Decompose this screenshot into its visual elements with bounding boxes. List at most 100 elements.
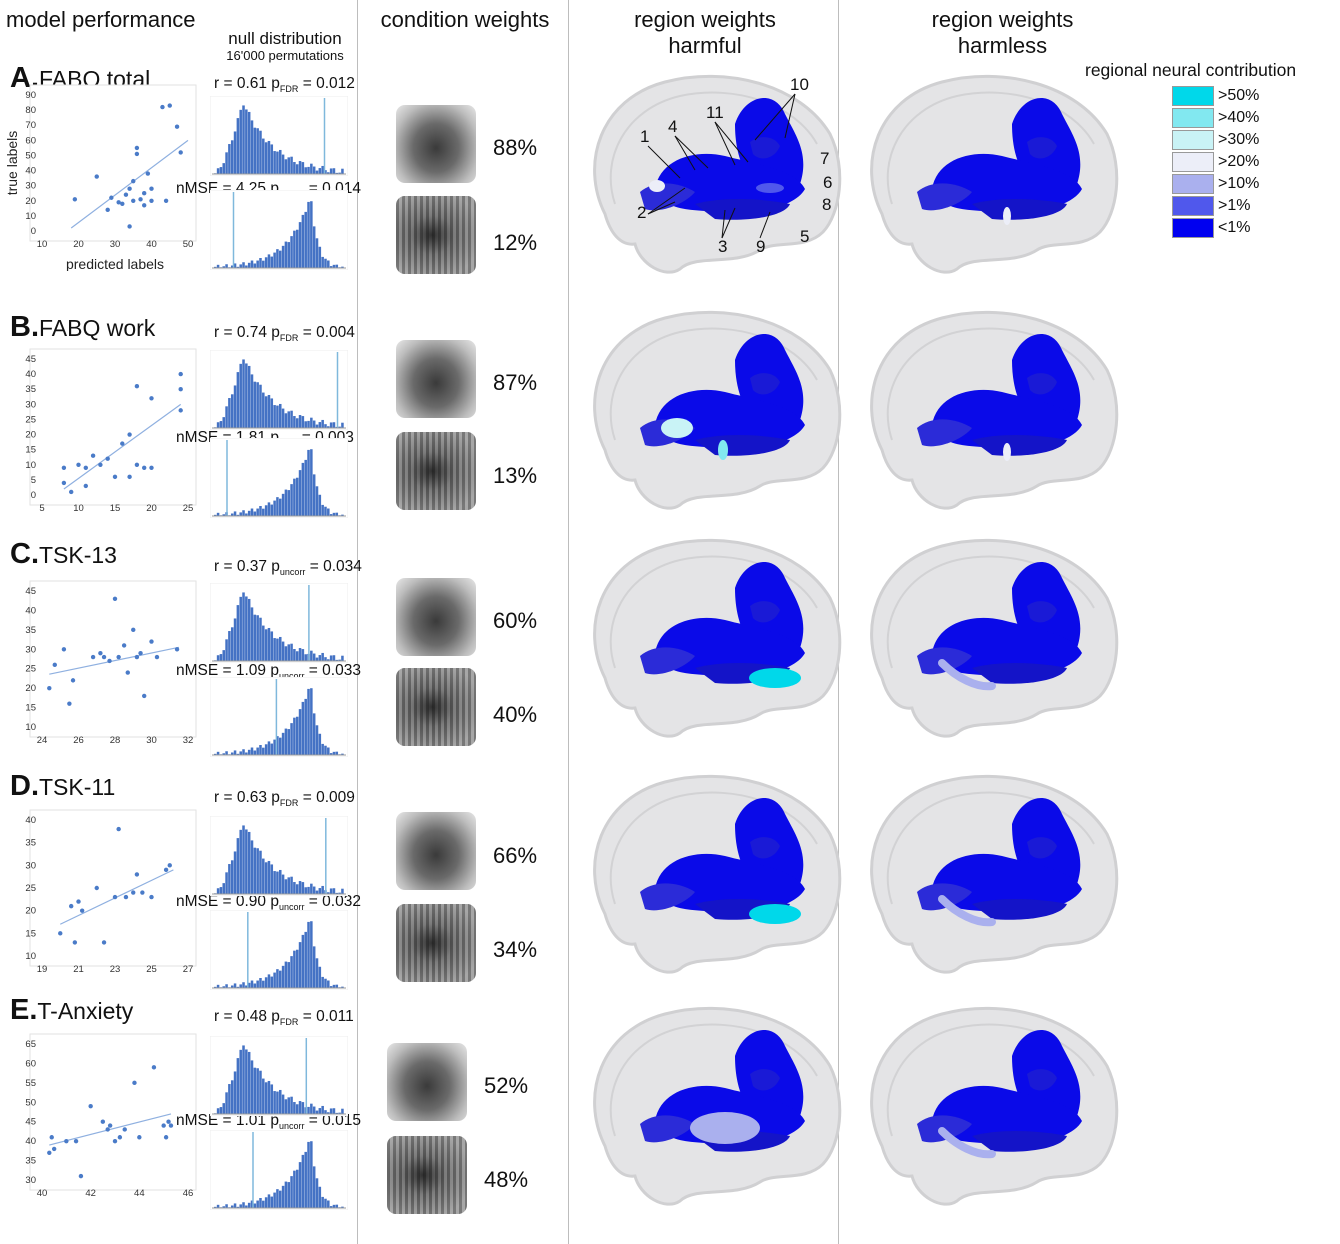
scatter-point (107, 1123, 113, 1128)
histogram-bar (279, 1190, 282, 1208)
annotation-leader (714, 121, 736, 166)
y-tick-label: 20 (25, 196, 36, 207)
histogram-bar (256, 382, 259, 428)
histogram-bar (293, 649, 296, 661)
histogram-bar (318, 655, 322, 661)
histogram-bar (276, 638, 279, 661)
histogram-bar (270, 1084, 274, 1114)
histogram-bar (293, 1102, 296, 1114)
histogram-bar (214, 753, 217, 755)
header-null-distribution: null distribution 16'000 permutations (212, 29, 358, 63)
histogram-bar (284, 413, 288, 428)
null-distribution-histogram (210, 1036, 348, 1116)
trend-line (63, 403, 182, 490)
histogram-bar (315, 424, 319, 428)
scatter-point (127, 474, 132, 480)
histogram-bar (329, 514, 333, 516)
harmless-photo-shade (396, 432, 476, 510)
legend-swatch (1172, 86, 1214, 106)
histogram-bar (239, 984, 242, 988)
y-tick-label: 40 (25, 815, 36, 826)
histogram-bar (301, 882, 305, 894)
scatter-point (88, 1103, 93, 1109)
legend-label: >1% (1218, 197, 1251, 214)
scatter-point (90, 453, 96, 458)
histogram-bar (259, 850, 262, 894)
histogram-bar (329, 168, 333, 174)
r-stat-subscript: FDR (279, 333, 299, 344)
r-statistic: r = 0.74 pFDR = 0.004 (214, 324, 355, 343)
histogram-bar (304, 698, 307, 755)
histogram-bar (262, 1078, 265, 1114)
region-number: 4 (668, 117, 677, 136)
histogram-bar (321, 256, 324, 268)
histogram-bar (233, 983, 237, 988)
histogram-bar (293, 230, 296, 268)
null-distribution-histogram (210, 677, 348, 757)
scatter-point (70, 678, 76, 683)
histogram-bar (295, 418, 299, 428)
nmse-statistic: nMSE = 1.09 puncorr = 0.033 (176, 662, 361, 681)
histogram-bar (239, 596, 242, 661)
nmse-statistic: nMSE = 0.90 puncorr = 0.032 (176, 893, 361, 912)
null-distribution-histogram (210, 816, 348, 896)
brain-contour (886, 1023, 1095, 1137)
brain-harmful (593, 538, 842, 738)
scatter-point (134, 151, 140, 157)
histogram-bar (301, 1154, 305, 1208)
region-highlight (938, 659, 996, 691)
y-tick-label: 30 (25, 399, 36, 410)
histogram-bar (341, 514, 344, 516)
scatter-point (120, 441, 125, 446)
r-stat-text: r = 0.37 p (214, 558, 280, 575)
x-tick-label: 40 (146, 239, 157, 250)
brain-contour (886, 327, 1095, 441)
histogram-bar (225, 1204, 228, 1208)
histogram-bar (318, 733, 322, 755)
annotation-leader (721, 209, 726, 239)
x-tick-label: 30 (146, 735, 157, 746)
histogram-bar (341, 986, 344, 988)
scatter-point (149, 396, 154, 401)
region-number: 6 (823, 173, 832, 192)
region-number: 7 (820, 149, 829, 168)
histogram-bar (273, 500, 276, 516)
r-stat-value: = 0.012 (298, 75, 355, 92)
histogram-bar (310, 417, 313, 428)
histogram-bar (318, 422, 322, 428)
header-region-harmless-line1: region weights (931, 7, 1074, 32)
histogram-bar (225, 984, 228, 988)
histogram-bar (287, 242, 291, 268)
legend-swatch (1172, 108, 1214, 128)
histogram-bar (216, 655, 220, 661)
histogram-bar (264, 396, 268, 428)
histogram-bar (324, 424, 327, 428)
scatter-point (123, 192, 129, 197)
legend-label: >10% (1218, 175, 1260, 192)
histogram-bar (216, 751, 220, 755)
histogram-bar (256, 508, 259, 516)
x-tick-label: 25 (183, 503, 194, 514)
harmful-weight: 88% (493, 135, 538, 160)
header-region-harmful-line1: region weights (634, 7, 776, 32)
scatter-point (117, 1135, 123, 1140)
brain-harmless (870, 1006, 1119, 1206)
histogram-bar (318, 888, 322, 894)
y-tick-label: 0 (31, 490, 36, 501)
x-axis-label: predicted labels (66, 256, 164, 271)
scatter-point (123, 894, 129, 900)
histogram-bar (273, 405, 276, 428)
region-ventral (972, 435, 1067, 456)
histogram-bar (216, 264, 220, 268)
histogram-bar (312, 420, 316, 428)
histogram-bar (264, 1082, 268, 1114)
histogram-bar (262, 1200, 265, 1208)
scatter-point (105, 456, 110, 461)
histogram-bar (327, 892, 330, 894)
histogram-bar (216, 1204, 220, 1208)
scatter-point (131, 890, 136, 895)
histogram-bar (253, 381, 257, 428)
scatter-point (73, 1138, 79, 1144)
y-tick-label: 15 (25, 928, 36, 939)
